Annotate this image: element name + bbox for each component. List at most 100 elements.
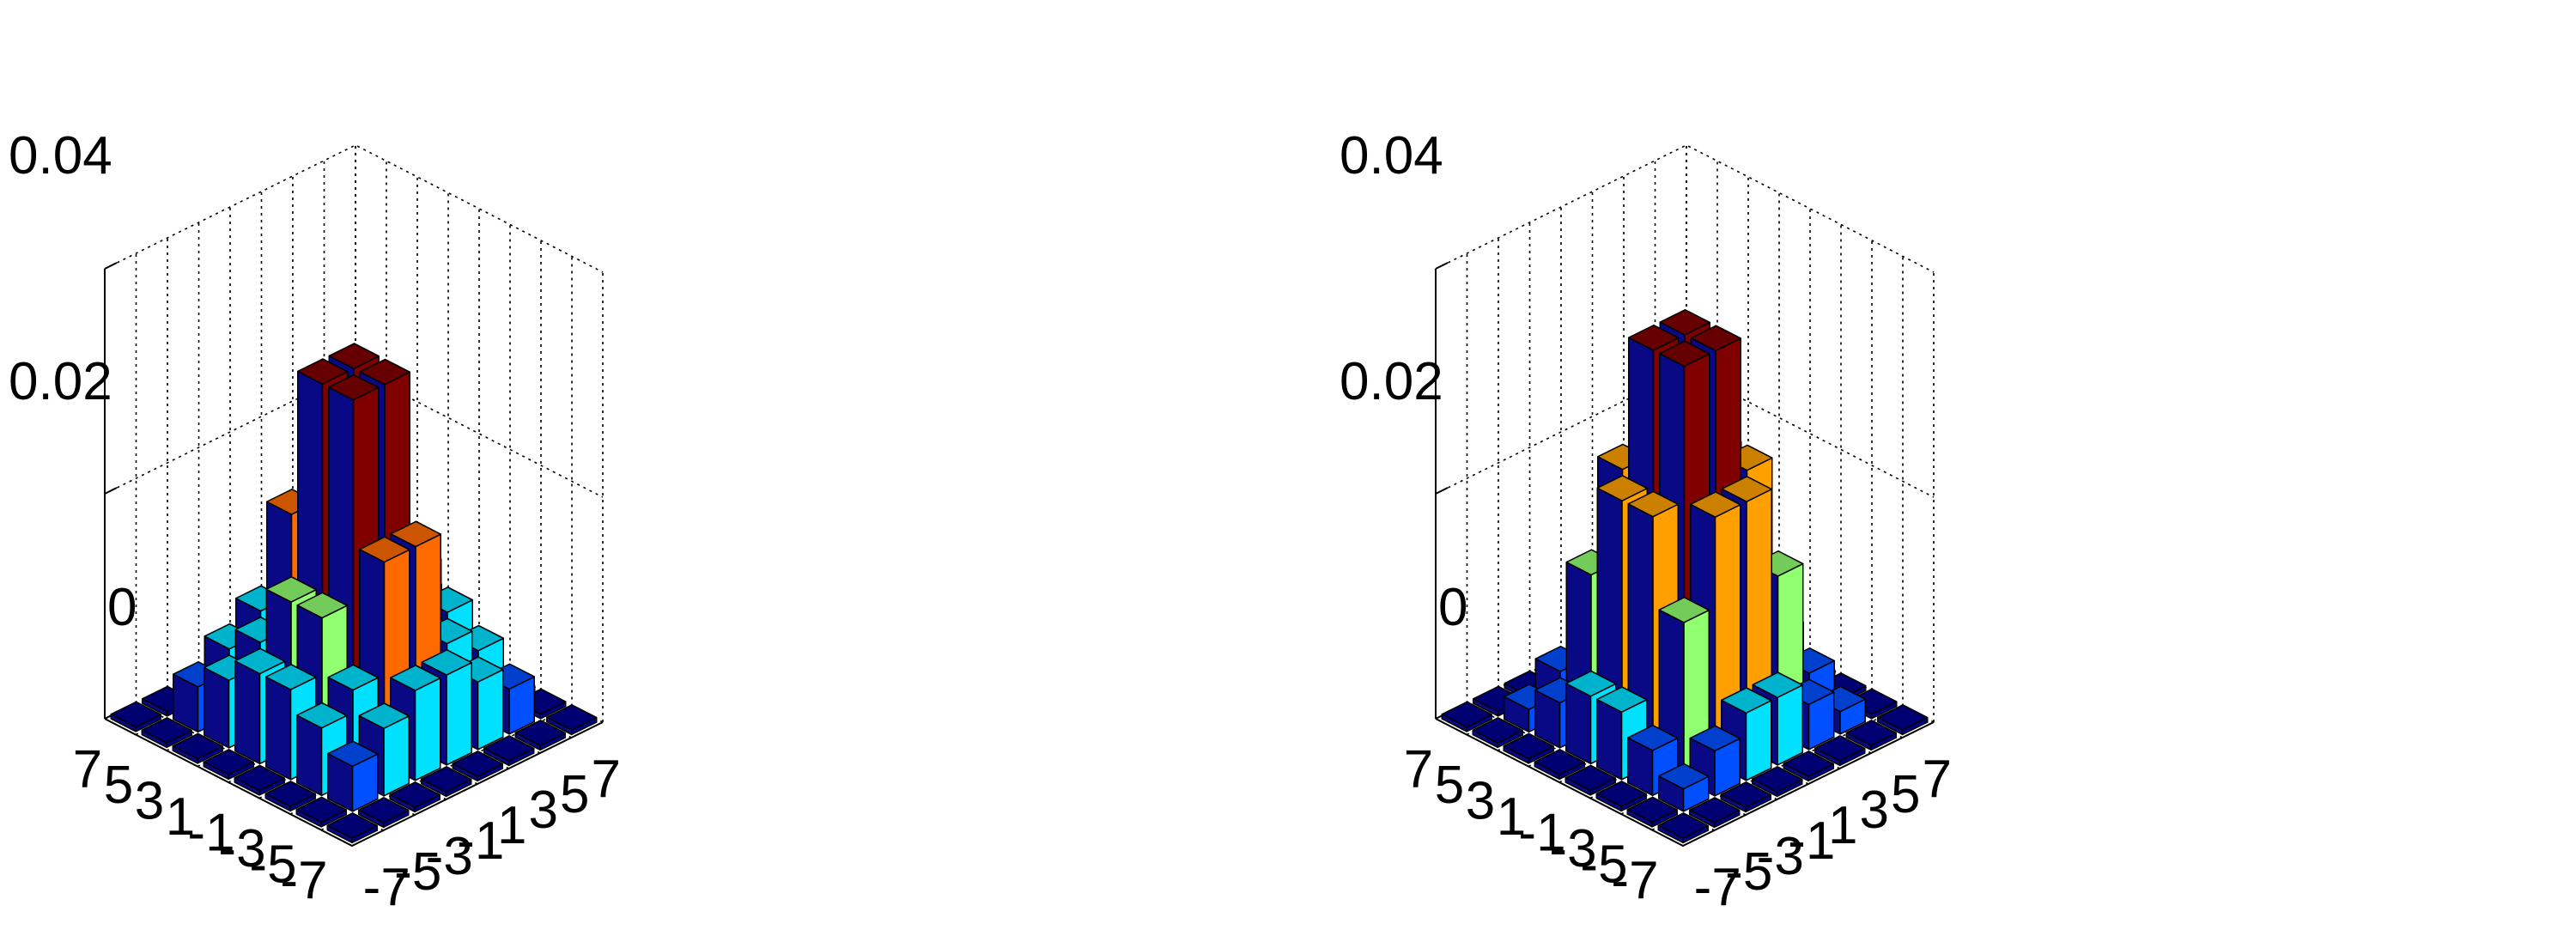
bar bbox=[483, 735, 535, 767]
bar-top bbox=[172, 732, 223, 760]
y-tick-label: 1 bbox=[166, 787, 195, 847]
bar bbox=[421, 766, 472, 798]
bar-top bbox=[327, 740, 379, 768]
bar-top bbox=[203, 749, 254, 775]
bar bbox=[1721, 687, 1772, 781]
z-axis-ticks: 0.04 0.02 0 bbox=[1340, 126, 1467, 637]
bar bbox=[1564, 764, 1616, 796]
bar-side bbox=[1596, 698, 1623, 781]
y-tick-label: 5 bbox=[104, 756, 133, 815]
bars bbox=[110, 343, 598, 844]
bar-top bbox=[326, 812, 378, 839]
bar-top bbox=[1565, 670, 1617, 697]
bar bbox=[1657, 812, 1709, 844]
axis-tick-labels: -7-5-3-11 3 5 77 5 3 1-1-3-5-7 bbox=[1404, 739, 1952, 917]
bar-top bbox=[297, 358, 349, 385]
bar-top bbox=[1752, 766, 1803, 793]
bar-top bbox=[1596, 475, 1648, 501]
bar-side bbox=[265, 676, 292, 781]
bar-top bbox=[296, 702, 348, 729]
bar-top bbox=[1441, 701, 1492, 728]
bar-top bbox=[296, 592, 348, 619]
bar-top bbox=[1690, 491, 1741, 518]
y-tick-label: 7 bbox=[73, 739, 102, 799]
x-tick-label: 5 bbox=[1891, 765, 1920, 824]
z-tick bbox=[1435, 487, 1449, 495]
bar-top bbox=[1503, 732, 1554, 760]
bar bbox=[452, 750, 503, 782]
bar-top bbox=[1690, 325, 1741, 352]
bar-top bbox=[1659, 309, 1710, 336]
z-tick-label: 0 bbox=[107, 578, 137, 637]
bar-front bbox=[477, 669, 504, 750]
bar-top bbox=[514, 720, 566, 746]
bar bbox=[327, 740, 379, 812]
z-tick bbox=[1435, 262, 1449, 270]
bar-top bbox=[1627, 490, 1679, 518]
bar-front bbox=[383, 715, 410, 797]
bar bbox=[1441, 701, 1492, 732]
x-tick-label: 1 bbox=[1828, 796, 1857, 855]
bar bbox=[1814, 735, 1866, 767]
bar-top bbox=[295, 796, 347, 823]
y-tick-label: 3 bbox=[135, 771, 164, 830]
grid-line bbox=[104, 144, 604, 273]
bar-top bbox=[546, 704, 598, 731]
bar-top bbox=[483, 735, 535, 762]
bar bbox=[172, 732, 223, 764]
bar-top bbox=[1628, 325, 1680, 351]
bar-top bbox=[389, 781, 440, 808]
bar bbox=[358, 797, 410, 829]
z-tick bbox=[104, 262, 118, 270]
bar-top bbox=[1814, 735, 1866, 762]
bar-top bbox=[1534, 749, 1585, 775]
bar-top bbox=[234, 647, 286, 675]
bar bbox=[1595, 781, 1647, 812]
y-tick-label: -7 bbox=[280, 851, 327, 910]
z-axis-ticks: 0.04 0.02 0 bbox=[9, 126, 137, 637]
bar bbox=[389, 781, 440, 813]
bar-top bbox=[1659, 340, 1710, 368]
x-tick-label: -1 bbox=[457, 811, 504, 871]
x-tick-label: -5 bbox=[1725, 842, 1772, 902]
y-tick-label: -5 bbox=[249, 835, 296, 894]
bar bbox=[1689, 797, 1741, 829]
bar-top bbox=[358, 797, 410, 823]
bar bbox=[326, 812, 378, 844]
bar-top bbox=[1689, 725, 1741, 752]
bar bbox=[1783, 750, 1834, 782]
y-tick-label: -1 bbox=[187, 803, 234, 862]
bar-front bbox=[414, 677, 441, 781]
y-tick-label: -5 bbox=[1580, 835, 1627, 894]
bar bbox=[203, 749, 254, 781]
bar bbox=[1752, 766, 1803, 798]
bar-top bbox=[358, 702, 410, 729]
bar-top bbox=[1845, 720, 1897, 746]
bar bbox=[546, 704, 598, 736]
bar-top bbox=[359, 536, 410, 563]
bar bbox=[295, 796, 347, 828]
y-tick-label: -3 bbox=[218, 819, 265, 878]
y-tick-label: 3 bbox=[1466, 771, 1495, 830]
bar-top bbox=[327, 664, 379, 691]
bar-top bbox=[264, 781, 316, 807]
bar-top bbox=[328, 343, 380, 369]
x-tick-label: 5 bbox=[560, 765, 589, 824]
z-tick bbox=[104, 487, 118, 495]
bar-top bbox=[265, 664, 317, 690]
bar-top bbox=[1720, 781, 1771, 808]
bar-top bbox=[265, 576, 317, 603]
x-tick-label: -7 bbox=[363, 858, 410, 917]
bar-top bbox=[421, 649, 472, 676]
y-tick-label: 5 bbox=[1435, 756, 1464, 815]
bar bbox=[1503, 732, 1554, 764]
bar-top bbox=[1657, 812, 1709, 839]
bar-side bbox=[296, 714, 323, 797]
bar-top bbox=[1752, 672, 1803, 698]
bar bbox=[1845, 720, 1897, 751]
bar-top bbox=[141, 717, 192, 744]
bar bbox=[1472, 717, 1523, 749]
bar-side bbox=[234, 660, 261, 765]
bars bbox=[1441, 309, 1929, 844]
bar bbox=[1720, 781, 1771, 813]
